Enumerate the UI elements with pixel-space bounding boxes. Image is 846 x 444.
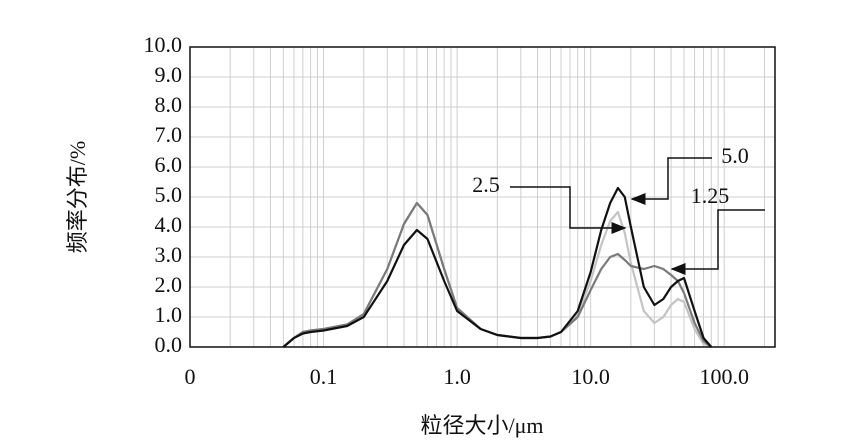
- y-tick-label: 9.0: [155, 62, 183, 87]
- x-axis-title: 粒径大小/μm: [420, 413, 543, 438]
- series-annotation: 1.25: [691, 183, 730, 208]
- y-tick-label: 3.0: [155, 242, 183, 267]
- y-tick-label: 5.0: [155, 182, 183, 207]
- x-tick-label: 10.0: [571, 364, 610, 389]
- y-tick-label: 7.0: [155, 122, 183, 147]
- y-tick-label: 10.0: [144, 32, 183, 57]
- y-tick-label: 4.0: [155, 212, 183, 237]
- y-axis-title: 频率分布/%: [65, 141, 90, 253]
- y-tick-label: 1.0: [155, 302, 183, 327]
- annotation-arrow: [510, 186, 627, 234]
- series-annotation: 2.5: [472, 172, 500, 197]
- x-tick-label: 1.0: [443, 364, 471, 389]
- y-tick-label: 8.0: [155, 92, 183, 117]
- y-tick-label: 6.0: [155, 152, 183, 177]
- series-annotation: 5.0: [721, 143, 749, 168]
- y-tick-label: 0.0: [155, 332, 183, 357]
- annotation-arrow: [630, 157, 712, 205]
- plot-frame: [189, 46, 776, 348]
- series-line: [282, 186, 713, 348]
- x-tick-label: 0: [185, 364, 196, 389]
- x-tick-label: 0.1: [310, 364, 338, 389]
- plot-area: [189, 46, 775, 349]
- x-tick-label: 100.0: [699, 364, 749, 389]
- y-tick-label: 2.0: [155, 272, 183, 297]
- annotation-arrow: [670, 209, 765, 275]
